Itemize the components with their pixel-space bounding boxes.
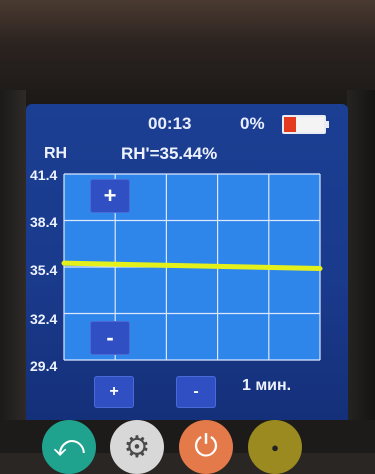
battery-percent: 0%: [240, 114, 265, 133]
humidity-chart: [61, 173, 323, 361]
y-tick-label: 29.4: [30, 358, 58, 374]
time-scale-label: 1 мин.: [242, 377, 292, 394]
power-icon: ⏻: [194, 430, 218, 463]
zoom-out-button[interactable]: -: [90, 321, 130, 355]
battery-icon: [282, 115, 329, 134]
zoom-in-button[interactable]: +: [90, 179, 130, 213]
y-tick-label: 35.4: [30, 262, 58, 278]
y-tick-label: 41.4: [30, 167, 58, 183]
settings-button[interactable]: ⚙: [110, 420, 164, 474]
y-axis-label: RH: [44, 145, 68, 162]
current-reading: RH'=35.44%: [121, 144, 218, 163]
status-time: 00:13: [148, 114, 192, 133]
device-bezel-right: [347, 90, 375, 453]
device-bezel-left: [0, 90, 26, 453]
power-button[interactable]: ⏻: [179, 420, 233, 474]
ok-button[interactable]: ●: [248, 420, 302, 474]
y-tick-label: 38.4: [30, 214, 58, 230]
series-line: [61, 260, 323, 272]
time-scale-increase-button[interactable]: +: [94, 376, 134, 408]
back-arrow-icon: ⤺: [52, 430, 86, 463]
ok-icon: ●: [271, 439, 279, 455]
y-tick-label: 32.4: [30, 311, 58, 327]
battery-level: [284, 117, 296, 132]
device-screen: 00:13 0% RH RH'=35.44% 41.4 38.4 35.4 32…: [26, 104, 348, 420]
time-scale-decrease-button[interactable]: -: [176, 376, 216, 408]
device-bezel-top: [0, 0, 375, 110]
gear-icon: ⚙: [123, 430, 151, 464]
back-button[interactable]: ⤺: [42, 420, 96, 474]
